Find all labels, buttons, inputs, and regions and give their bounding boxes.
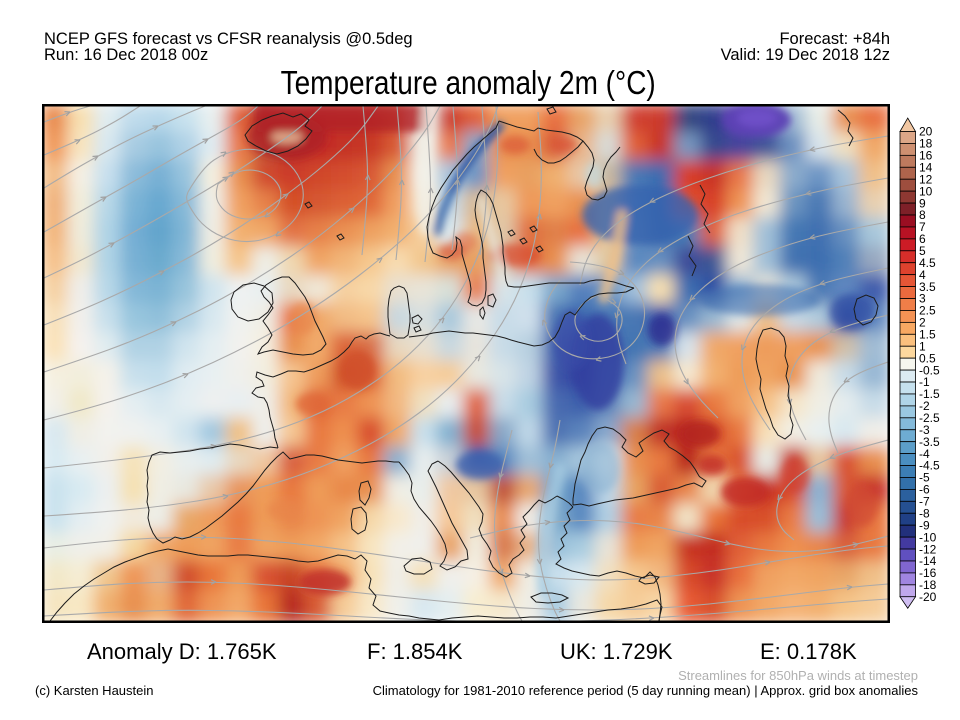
svg-text:12: 12 [919, 172, 933, 186]
svg-text:-6: -6 [919, 483, 930, 497]
svg-text:1.5: 1.5 [919, 328, 936, 342]
svg-text:-9: -9 [919, 518, 930, 532]
svg-text:-12: -12 [919, 542, 937, 556]
svg-text:6: 6 [919, 232, 926, 246]
svg-text:20: 20 [919, 125, 933, 139]
svg-text:-2: -2 [919, 399, 930, 413]
svg-text:4.5: 4.5 [919, 256, 936, 270]
svg-text:-4: -4 [919, 447, 930, 461]
svg-text:4: 4 [919, 268, 926, 282]
svg-text:-1: -1 [919, 375, 930, 389]
svg-text:7: 7 [919, 220, 926, 234]
svg-text:-5: -5 [919, 471, 930, 485]
svg-text:16: 16 [919, 149, 933, 163]
svg-text:-3.5: -3.5 [919, 435, 940, 449]
svg-text:0.5: 0.5 [919, 351, 936, 365]
svg-text:8: 8 [919, 208, 926, 222]
svg-text:-2.5: -2.5 [919, 411, 940, 425]
svg-text:-1.5: -1.5 [919, 387, 940, 401]
svg-text:-10: -10 [919, 530, 937, 544]
svg-text:18: 18 [919, 137, 933, 151]
svg-text:2: 2 [919, 316, 926, 330]
svg-text:-14: -14 [919, 554, 937, 568]
svg-text:9: 9 [919, 196, 926, 210]
svg-text:-3: -3 [919, 423, 930, 437]
svg-text:14: 14 [919, 160, 933, 174]
svg-text:10: 10 [919, 184, 933, 198]
svg-text:1: 1 [919, 339, 926, 353]
svg-text:-16: -16 [919, 566, 937, 580]
svg-text:-4.5: -4.5 [919, 459, 940, 473]
svg-text:3.5: 3.5 [919, 280, 936, 294]
svg-text:3: 3 [919, 292, 926, 306]
svg-text:-8: -8 [919, 506, 930, 520]
svg-text:-0.5: -0.5 [919, 363, 940, 377]
svg-text:-18: -18 [919, 578, 937, 592]
svg-text:2.5: 2.5 [919, 304, 936, 318]
svg-text:-20: -20 [919, 590, 937, 604]
svg-text:-7: -7 [919, 495, 930, 509]
svg-text:5: 5 [919, 244, 926, 258]
